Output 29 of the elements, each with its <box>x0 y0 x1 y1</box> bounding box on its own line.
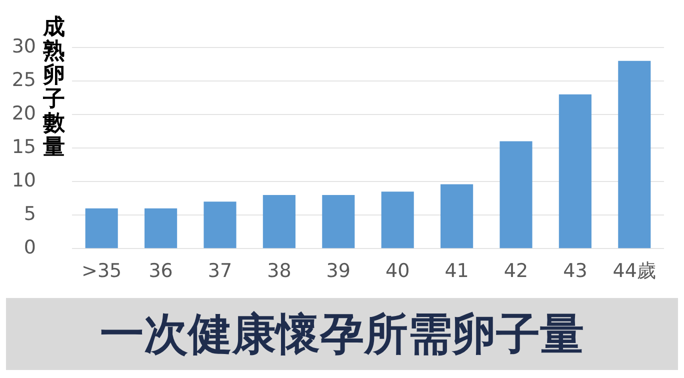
x-tick-label: 44歲 <box>612 260 656 282</box>
x-tick-label: 42 <box>504 260 528 282</box>
bar <box>262 194 296 248</box>
y-tick-label: 0 <box>24 236 36 259</box>
x-tick-label: 40 <box>386 260 410 282</box>
y-tick-label: 10 <box>12 169 36 192</box>
x-tick-label: 36 <box>148 260 173 282</box>
bar <box>440 184 474 248</box>
x-tick-label: 39 <box>326 260 350 282</box>
y-tick-label: 5 <box>24 203 36 226</box>
bar <box>381 192 414 248</box>
text: 一次健康懷孕所需卵子量 <box>6 298 678 370</box>
bar <box>144 208 178 248</box>
x-tick-label: 38 <box>267 260 292 282</box>
bar <box>558 94 592 248</box>
y-tick-label: 20 <box>12 102 36 124</box>
x-tick-label: 37 <box>208 260 232 282</box>
y-tick-label: 25 <box>12 68 36 91</box>
x-tick-label: 43 <box>563 260 588 282</box>
bar <box>85 208 118 248</box>
bar <box>204 202 236 248</box>
bar <box>322 194 355 248</box>
y-tick-label: 30 <box>12 35 36 58</box>
y-tick-label: 15 <box>12 136 36 158</box>
bar <box>500 141 532 248</box>
x-tick-label: >35 <box>82 260 122 282</box>
y-axis-title: 成熟卵子數量 <box>42 15 66 160</box>
x-tick-label: 41 <box>444 260 469 282</box>
bar <box>618 60 651 248</box>
